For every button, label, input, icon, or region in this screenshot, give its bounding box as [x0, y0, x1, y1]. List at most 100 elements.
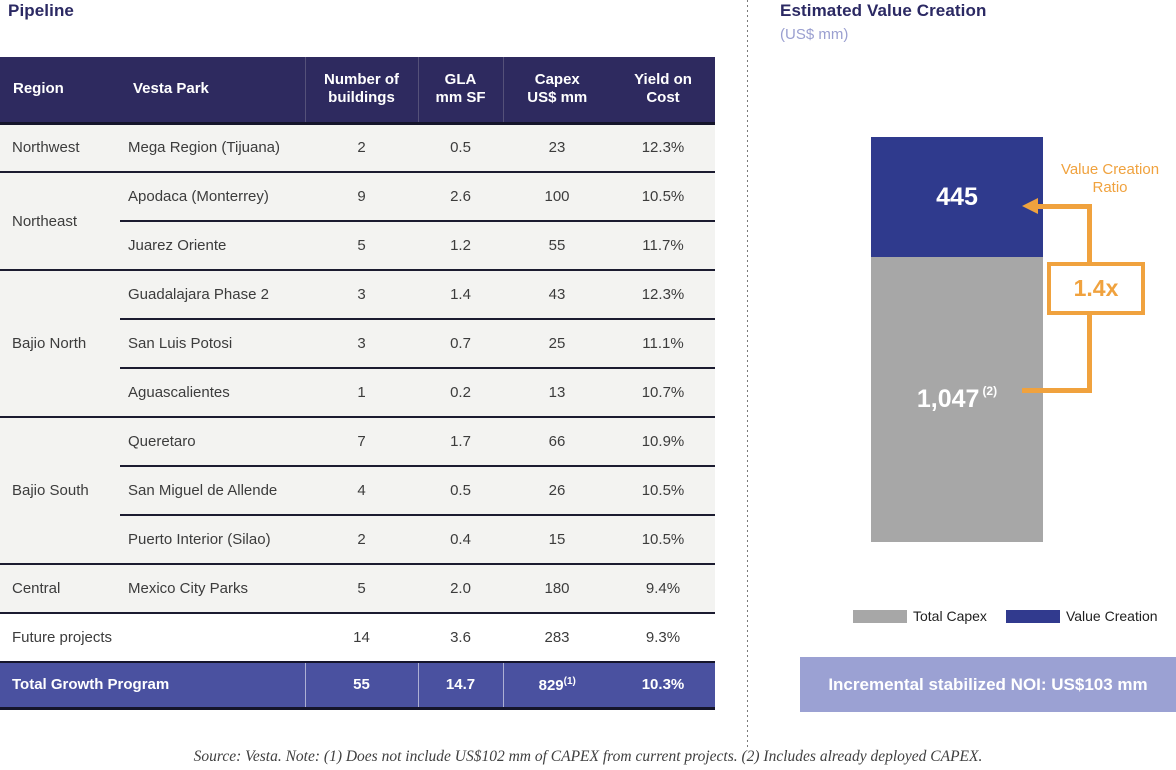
region-cell: Northeast	[0, 171, 120, 270]
total-capex-value: 1,047	[916, 385, 980, 413]
capex-cell: 180	[503, 563, 611, 613]
yield-cell: 10.7%	[611, 367, 715, 417]
total-capex-footnote-marker: (2)	[982, 383, 998, 398]
yield-cell: 10.9%	[611, 416, 715, 466]
buildings-cell: 9	[305, 171, 418, 221]
total-capex-value: 829	[538, 676, 564, 694]
value-creation-segment: 445	[871, 137, 1043, 257]
park-cell: Mega Region (Tijuana)	[120, 122, 305, 172]
pipeline-title: Pipeline	[8, 1, 74, 20]
capex-cell: 283	[503, 612, 611, 662]
capex-cell: 55	[503, 220, 611, 270]
total-buildings-cell: 55	[304, 661, 418, 710]
gla-cell: 0.5	[418, 465, 503, 515]
region-cell: Future projects	[0, 612, 305, 662]
header-gla: GLA mm SF	[417, 57, 503, 125]
yield-cell: 10.5%	[611, 171, 715, 221]
yield-cell: 9.4%	[611, 563, 715, 613]
capex-cell: 100	[503, 171, 611, 221]
header-buildings: Number of buildings	[304, 57, 418, 125]
total-gla-cell: 14.7	[417, 661, 503, 710]
header-region: Region	[0, 57, 120, 125]
total-capex-footnote-marker: (1)	[563, 675, 576, 687]
ratio-connector-vertical-top	[1087, 204, 1092, 264]
ratio-connector-bottom	[1022, 388, 1092, 393]
park-cell: Mexico City Parks	[120, 563, 305, 613]
panel-divider	[747, 0, 748, 747]
gla-cell: 2.0	[418, 563, 503, 613]
gla-cell: 0.2	[418, 367, 503, 417]
yield-cell: 12.3%	[611, 269, 715, 319]
buildings-cell: 2	[305, 514, 418, 564]
total-label-cell: Total Growth Program	[0, 661, 305, 710]
table-row: Northeast Apodaca (Monterrey) 9 2.6 100 …	[0, 171, 715, 270]
table-row: Juarez Oriente 5 1.2 55 11.7%	[0, 220, 715, 270]
legend-swatch-value-creation	[1005, 609, 1060, 623]
stacked-bar: 445 1,047 (2)	[871, 137, 1043, 542]
capex-cell: 25	[503, 318, 611, 368]
value-creation-value: 445	[936, 182, 978, 211]
table-header-row: Region Vesta Park Number of buildings GL…	[0, 57, 715, 125]
buildings-cell: 3	[305, 269, 418, 319]
table-row: San Luis Potosi 3 0.7 25 11.1%	[0, 318, 715, 368]
ratio-connector-top	[1036, 204, 1091, 209]
table-row: Puerto Interior (Silao) 2 0.4 15 10.5%	[0, 514, 715, 564]
noi-banner: Incremental stabilized NOI: US$103 mm	[800, 657, 1176, 712]
buildings-cell: 4	[305, 465, 418, 515]
region-cell: Bajio South	[0, 416, 120, 564]
header-capex: Capex US$ mm	[502, 57, 611, 125]
gla-cell: 0.5	[418, 122, 503, 172]
value-creation-ratio-label: Value Creation Ratio	[1044, 161, 1176, 198]
total-capex-cell: 829(1)	[502, 661, 611, 710]
yield-cell: 9.3%	[611, 612, 715, 662]
pipeline-table: Region Vesta Park Number of buildings GL…	[0, 57, 715, 710]
buildings-cell: 14	[305, 612, 418, 662]
capex-cell: 43	[503, 269, 611, 319]
table-row: Northwest Mega Region (Tijuana) 2 0.5 23…	[0, 122, 715, 172]
buildings-cell: 1	[305, 367, 418, 417]
ratio-label-line1: Value Creation	[1060, 161, 1160, 178]
capex-cell: 15	[503, 514, 611, 564]
value-creation-title: Estimated Value Creation	[780, 1, 987, 20]
buildings-cell: 5	[305, 563, 418, 613]
capex-cell: 23	[503, 122, 611, 172]
ratio-value: 1.4x	[1073, 275, 1119, 301]
ratio-label-line2: Ratio	[1092, 179, 1128, 197]
yield-cell: 11.1%	[611, 318, 715, 368]
park-cell: San Luis Potosi	[120, 318, 305, 368]
gla-cell: 1.7	[418, 416, 503, 466]
table-row-total: Total Growth Program 55 14.7 829(1) 10.3…	[0, 661, 715, 710]
region-cell: Bajio North	[0, 269, 120, 417]
buildings-cell: 7	[305, 416, 418, 466]
source-footnote: Source: Vesta. Note: (1) Does not includ…	[193, 748, 983, 765]
table-row: Central Mexico City Parks 5 2.0 180 9.4%	[0, 563, 715, 613]
buildings-cell: 3	[305, 318, 418, 368]
capex-cell: 26	[503, 465, 611, 515]
capex-cell: 66	[503, 416, 611, 466]
buildings-cell: 5	[305, 220, 418, 270]
yield-cell: 10.5%	[611, 514, 715, 564]
ratio-connector-vertical-bottom	[1087, 314, 1092, 391]
capex-cell: 13	[503, 367, 611, 417]
arrow-left-icon	[1022, 198, 1038, 214]
table-row: Aguascalientes 1 0.2 13 10.7%	[0, 367, 715, 417]
table-row-future-projects: Future projects 14 3.6 283 9.3%	[0, 612, 715, 662]
yield-cell: 12.3%	[611, 122, 715, 172]
park-cell: Juarez Oriente	[120, 220, 305, 270]
legend-swatch-total-capex	[853, 609, 907, 623]
buildings-cell: 2	[305, 122, 418, 172]
total-capex-segment: 1,047 (2)	[871, 257, 1043, 542]
gla-cell: 3.6	[418, 612, 503, 662]
ratio-value-box: 1.4x	[1047, 262, 1145, 315]
park-cell: Puerto Interior (Silao)	[120, 514, 305, 564]
park-cell: Queretaro	[120, 416, 305, 466]
table-row: San Miguel de Allende 4 0.5 26 10.5%	[0, 465, 715, 515]
chart-legend: Total Capex Value Creation	[853, 608, 1158, 624]
header-yield: Yield on Cost	[611, 57, 715, 125]
park-cell: Guadalajara Phase 2	[120, 269, 305, 319]
gla-cell: 1.2	[418, 220, 503, 270]
table-row: Bajio South Queretaro 7 1.7 66 10.9%	[0, 416, 715, 564]
header-vesta-park: Vesta Park	[120, 57, 305, 125]
region-cell: Northwest	[0, 122, 120, 172]
